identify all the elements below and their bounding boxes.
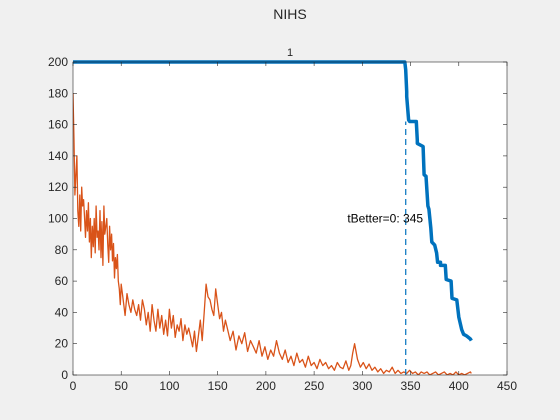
y-axis-ticks: 0 20 40 60 80 100 120 140 160 180 200 xyxy=(48,55,507,382)
y-tick-label: 0 xyxy=(61,368,68,382)
plot-area xyxy=(73,60,473,375)
axes-background xyxy=(73,62,507,375)
x-tick-label: 50 xyxy=(115,379,129,393)
chart-title: NIHS xyxy=(273,6,306,22)
x-tick-label: 300 xyxy=(352,379,372,393)
y-tick-label: 100 xyxy=(48,212,68,226)
series-orange-line xyxy=(73,93,472,375)
y-tick-label: 180 xyxy=(48,86,68,100)
x-tick-label: 200 xyxy=(256,379,276,393)
annotation-label: tBetter=0: 345 xyxy=(347,212,423,226)
x-tick-label: 100 xyxy=(159,379,179,393)
y-tick-label: 200 xyxy=(48,55,68,69)
x-tick-label: 400 xyxy=(449,379,469,393)
x-tick-label: 450 xyxy=(497,379,517,393)
series-blue-line xyxy=(73,60,473,342)
x-tick-label: 150 xyxy=(208,379,228,393)
y-tick-label: 60 xyxy=(55,274,69,288)
y-tick-label: 120 xyxy=(48,180,68,194)
y-tick-label: 160 xyxy=(48,118,68,132)
y-tick-label: 140 xyxy=(48,149,68,163)
y-tick-label: 80 xyxy=(55,243,69,257)
x-axis-ticks: 0 50 100 150 200 250 300 350 400 450 xyxy=(70,62,517,393)
x-tick-label: 0 xyxy=(70,379,77,393)
x-tick-label: 250 xyxy=(304,379,324,393)
y-tick-label: 40 xyxy=(55,305,69,319)
chart-subtitle: 1 xyxy=(287,47,293,59)
y-tick-label: 20 xyxy=(55,337,69,351)
x-tick-label: 350 xyxy=(401,379,421,393)
